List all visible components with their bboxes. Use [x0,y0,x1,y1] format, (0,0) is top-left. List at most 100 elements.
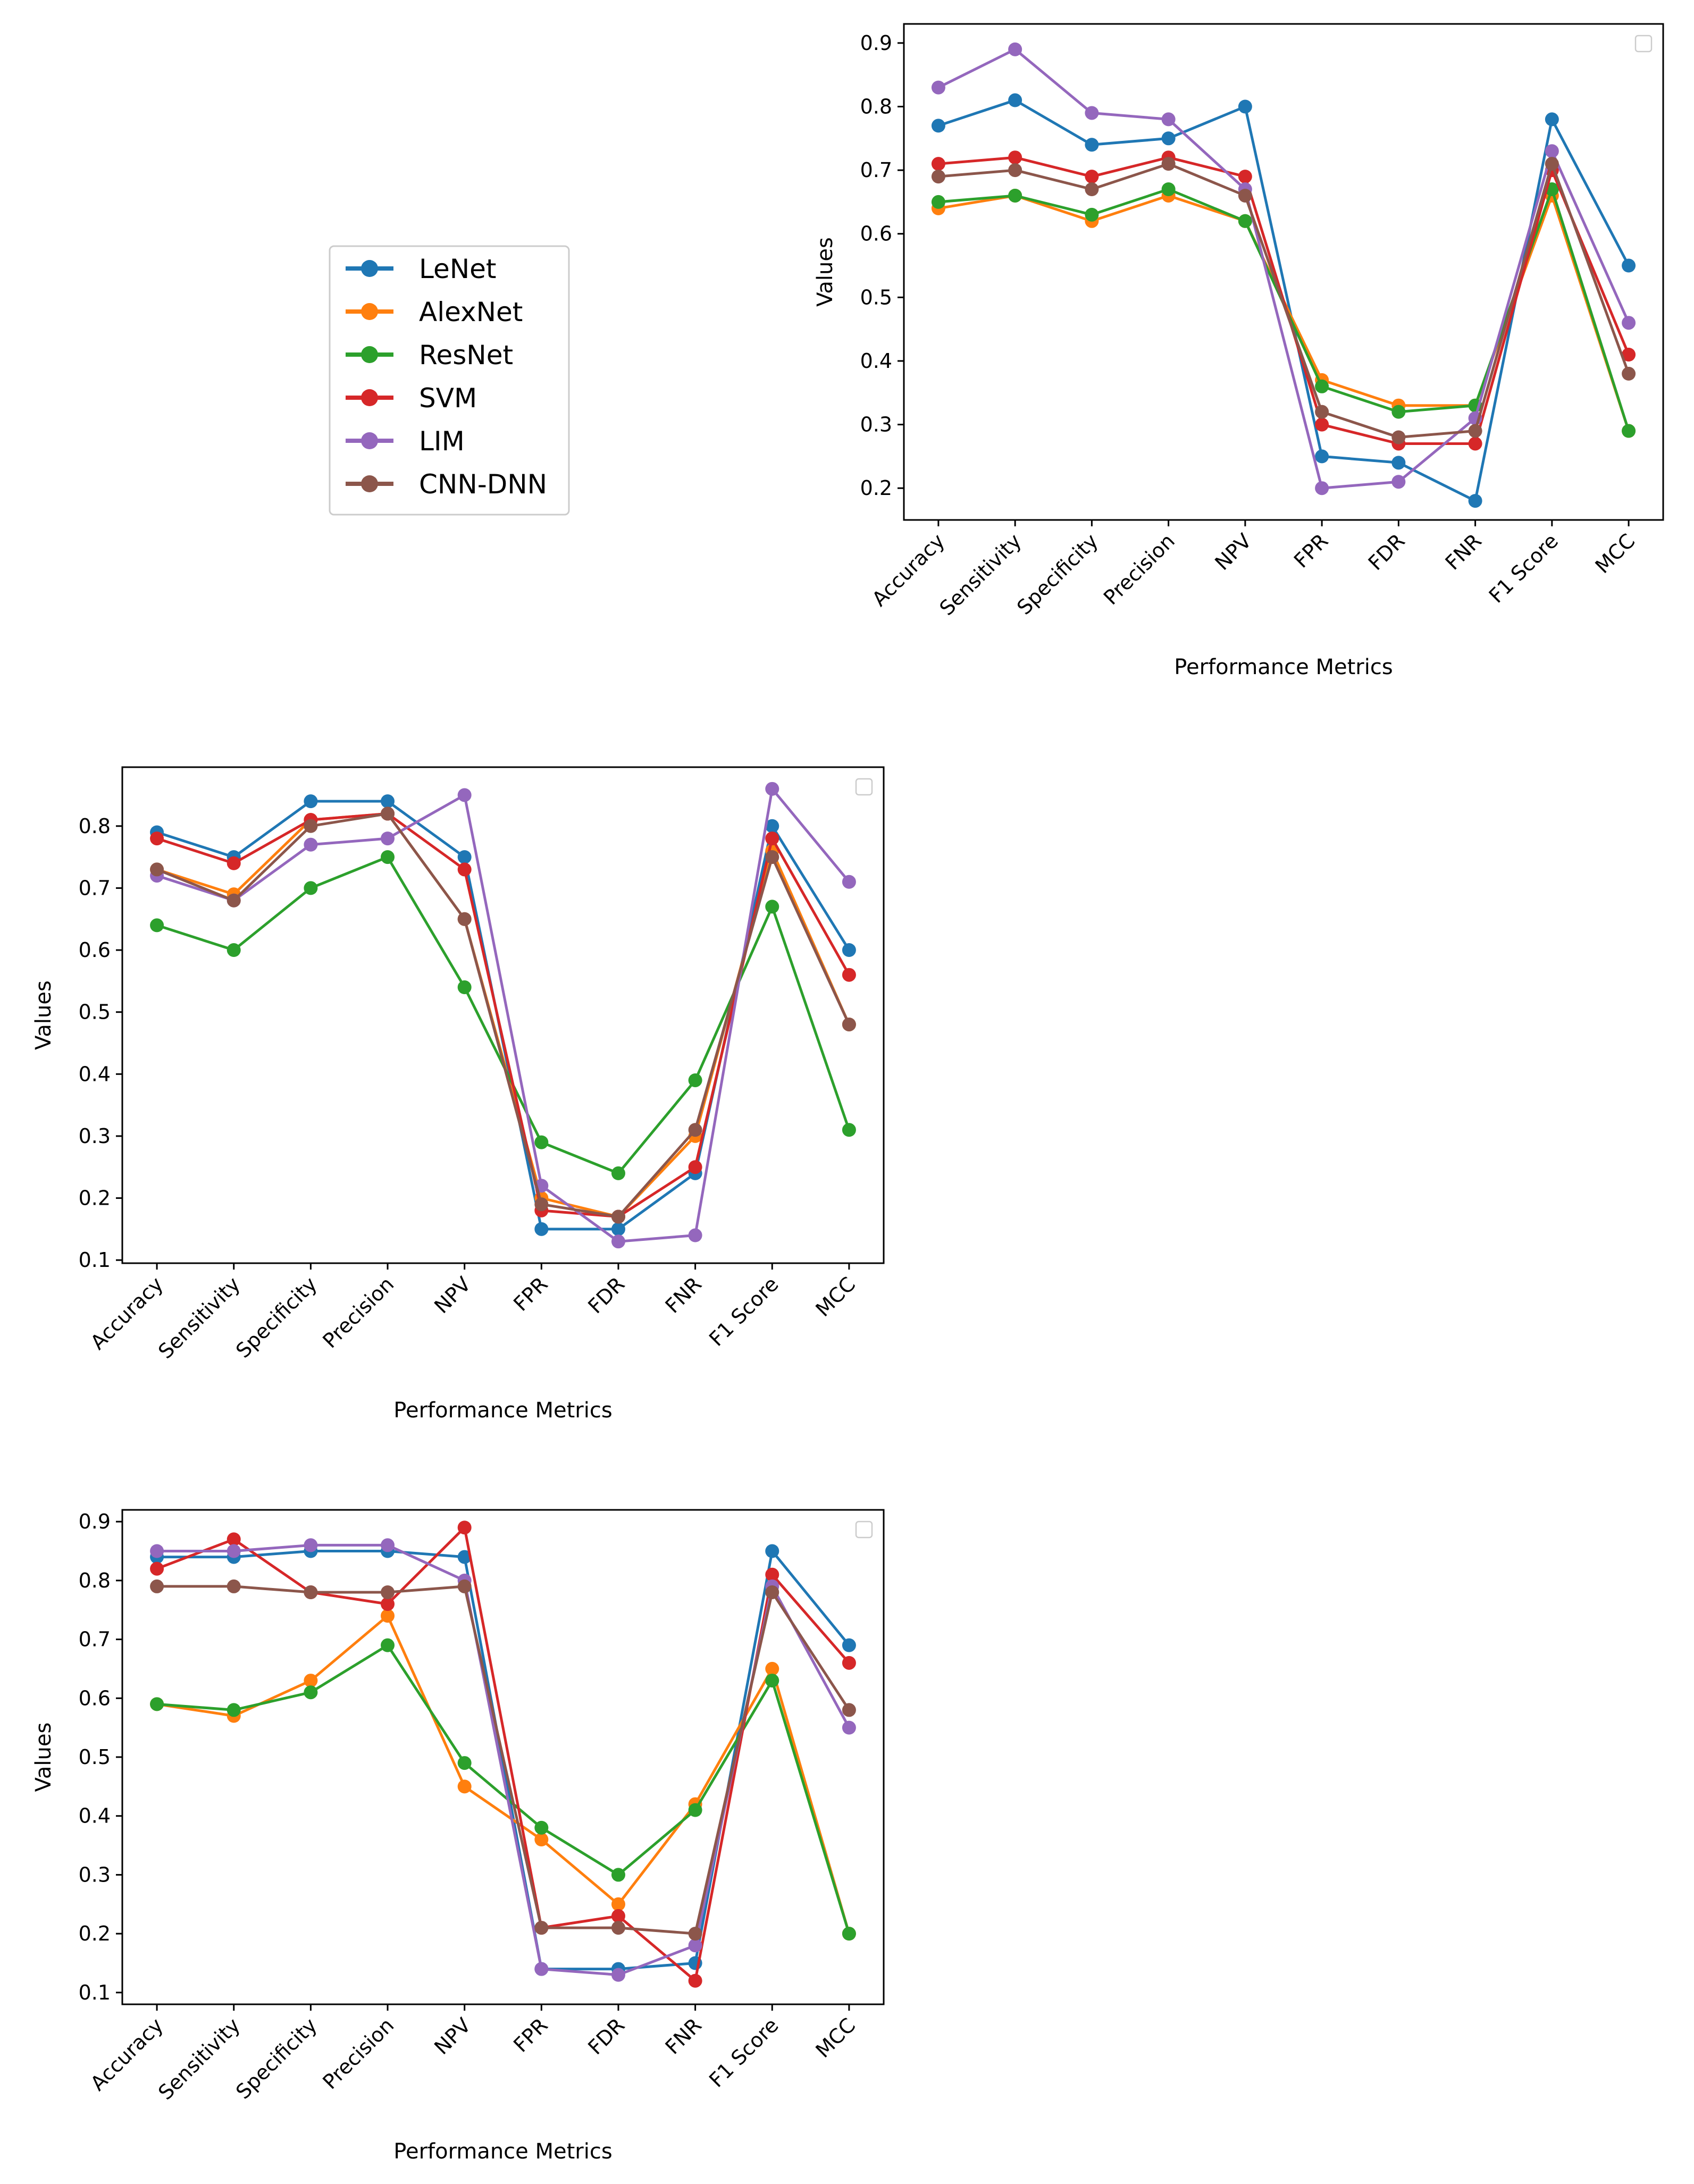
data-point-cnn-dnn [381,807,395,821]
legend-item-svm: SVM [346,383,477,414]
y-tick-label: 0.2 [79,1187,111,1210]
data-point-lim [457,788,472,802]
y-tick-label: 0.4 [79,1804,111,1828]
data-point-cnn-dnn [842,1703,856,1717]
data-point-resnet [1085,207,1099,222]
data-point-cnn-dnn [1238,188,1252,203]
data-point-cnn-dnn [534,1921,549,1935]
chart-3: 0.1 0.2 0.3 0.4 0.5 0.6 0.7 0.8 0.9 AccuracySensi… [31,1509,885,2164]
series-line-cnn-dnn [157,1585,850,1935]
data-point-cnn-dnn [457,912,472,926]
data-point-svm [1468,436,1482,451]
data-point-lim [534,1962,549,1976]
data-point-cnn-dnn [304,1585,318,1599]
data-point-lenet [1085,138,1099,152]
data-point-cnn-dnn [534,1197,549,1212]
data-point-resnet [1161,182,1176,196]
chart-1: 0.2 0.3 0.4 0.5 0.6 0.7 0.8 0.9 AccuracySensitiv… [813,23,1664,679]
data-point-resnet [381,850,395,864]
data-point-lim [611,1234,625,1249]
y-tick-label: 0.1 [79,1981,111,2004]
x-tick-label-mcc: MCC [811,2013,860,2062]
series-line-svm [156,812,851,1218]
y-tick-label: 0.4 [79,1062,111,1086]
data-point-svm [611,1909,625,1923]
data-point-resnet [688,1073,702,1087]
empty-legend-box [855,778,873,796]
data-point-cnn-dnn [611,1921,625,1935]
y-tick-label: 0.6 [79,938,111,962]
data-point-lim [150,1544,164,1558]
data-point-lim [304,1538,318,1552]
x-tick-label-fnr: FNR [1441,529,1486,574]
data-point-lim [765,782,779,796]
data-point-resnet [304,881,318,895]
series-line-lim [156,787,850,1243]
data-point-resnet [150,1697,164,1711]
series-cnn-dnn [931,157,1636,444]
data-point-cnn-dnn [688,1123,702,1137]
y-tick-label: 0.6 [860,222,892,246]
data-point-cnn-dnn [1161,157,1176,171]
data-point-resnet [765,900,779,914]
x-tick-label-f1-score: F1 Score [1485,529,1563,607]
data-point-resnet [611,1868,625,1882]
x-tick-label-fdr: FDR [583,2013,629,2059]
legend-marker-lim [361,432,378,449]
data-point-lim [842,1720,856,1735]
data-point-cnn-dnn [842,1017,856,1031]
x-axis-title: Performance Metrics [393,2139,612,2164]
data-point-svm [150,831,164,846]
data-point-cnn-dnn [381,1585,395,1599]
data-point-svm [688,1160,702,1174]
data-point-lenet [1161,131,1176,146]
x-tick-label-fpr: FPR [509,1272,552,1315]
data-point-resnet [150,918,164,933]
x-tick-label-accuracy: Accuracy [86,2013,168,2095]
x-tick-label-npv: NPV [430,1272,475,1318]
data-point-lenet [1008,93,1022,107]
x-tick-label-fnr: FNR [661,1272,706,1317]
legend-item-alexnet: AlexNet [346,297,523,327]
data-point-lim [381,831,395,846]
data-point-resnet [931,195,945,209]
data-point-lim [1085,106,1099,120]
x-tick-label-accuracy: Accuracy [867,529,949,611]
y-tick-label: 0.3 [79,1124,111,1148]
data-point-cnn-dnn [1545,157,1559,171]
empty-legend-box [1634,35,1653,53]
y-tick-label: 0.3 [860,413,892,436]
data-point-resnet [611,1166,625,1180]
data-point-lenet [457,1550,472,1564]
x-tick-label-npv: NPV [430,2013,475,2059]
data-point-svm [1622,348,1636,362]
x-tick-label-precision: Precision [318,2013,398,2094]
data-point-cnn-dnn [1622,366,1636,381]
x-tick-label-specificity: Specificity [1012,529,1103,619]
data-point-lenet [931,119,945,133]
data-point-resnet [1315,379,1329,393]
data-point-cnn-dnn [457,1579,472,1593]
x-tick-label-mcc: MCC [811,1272,860,1321]
data-point-lenet [304,794,318,809]
x-tick-label-fpr: FPR [1289,529,1332,572]
data-point-alexnet [457,1779,472,1794]
x-tick-label-f1-score: F1 Score [705,2013,783,2091]
data-point-lenet [1622,258,1636,273]
legend-label-alexnet: AlexNet [419,297,523,327]
data-point-resnet [381,1638,395,1652]
y-tick-label: 0.5 [79,1745,111,1769]
data-point-lim [1161,112,1176,127]
y-tick-label: 0.7 [79,876,111,900]
x-tick-label-sensitivity: Sensitivity [154,1272,245,1363]
x-tick-label-sensitivity: Sensitivity [935,529,1026,620]
data-point-svm [1238,170,1252,184]
data-point-svm [1085,170,1099,184]
data-point-cnn-dnn [1468,424,1482,438]
series-cnn-dnn [150,807,856,1224]
series-line-lim [937,48,1630,490]
data-point-lim [227,1544,241,1558]
y-tick-label: 0.2 [860,476,892,500]
data-point-resnet [534,1135,549,1149]
